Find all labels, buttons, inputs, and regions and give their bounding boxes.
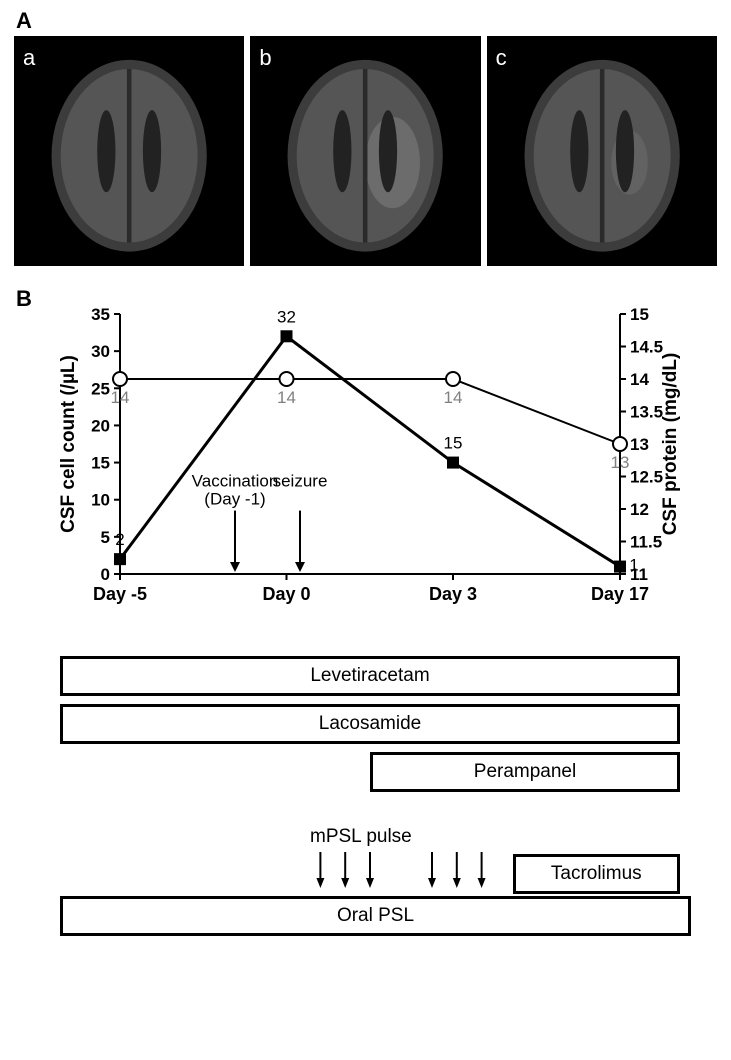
svg-text:CSF protein (mg/dL): CSF protein (mg/dL): [660, 353, 680, 536]
svg-text:13: 13: [611, 453, 630, 472]
svg-text:14: 14: [444, 388, 463, 407]
mri-row: a b c: [0, 0, 731, 274]
svg-text:14: 14: [277, 388, 296, 407]
svg-text:11.5: 11.5: [630, 533, 662, 552]
mri-label-c: c: [496, 45, 507, 71]
svg-text:35: 35: [91, 305, 110, 324]
oral-psl-bar: Oral PSL: [60, 896, 691, 936]
panel-a-label: A: [16, 8, 32, 34]
svg-text:CSF cell count (/µL): CSF cell count (/µL): [60, 355, 79, 533]
brain-icon: [488, 37, 716, 265]
svg-text:20: 20: [91, 417, 110, 436]
svg-text:Day 3: Day 3: [429, 584, 477, 604]
svg-text:Day -5: Day -5: [93, 584, 147, 604]
svg-text:13.5: 13.5: [630, 403, 663, 422]
svg-text:seizure: seizure: [273, 472, 328, 491]
treatment-bar: Perampanel: [370, 752, 680, 792]
svg-text:32: 32: [277, 308, 296, 327]
mri-c: c: [487, 36, 717, 266]
svg-text:14: 14: [111, 388, 130, 407]
mri-b: b: [250, 36, 480, 266]
svg-text:0: 0: [101, 565, 110, 584]
line-chart: 051015202530351111.51212.51313.51414.515…: [60, 294, 680, 634]
figure: A a b c: [0, 0, 731, 964]
svg-text:14: 14: [630, 370, 649, 389]
svg-text:14.5: 14.5: [630, 338, 663, 357]
svg-text:12: 12: [630, 500, 649, 519]
mri-label-b: b: [259, 45, 271, 71]
svg-text:12.5: 12.5: [630, 468, 663, 487]
svg-text:Vaccination: Vaccination: [192, 472, 279, 491]
mpsl-label: mPSL pulse: [310, 826, 412, 848]
brain-icon: [15, 37, 243, 265]
svg-text:Day 17: Day 17: [591, 584, 649, 604]
svg-text:10: 10: [91, 491, 110, 510]
svg-text:Day 0: Day 0: [262, 584, 310, 604]
svg-text:30: 30: [91, 342, 110, 361]
oral-psl-label: Oral PSL: [337, 905, 414, 927]
svg-text:5: 5: [101, 528, 110, 547]
svg-text:25: 25: [91, 380, 110, 399]
treatment-bar: Lacosamide: [60, 704, 680, 744]
brain-icon: [251, 37, 479, 265]
svg-text:2: 2: [115, 530, 124, 549]
tacrolimus-label: Tacrolimus: [551, 863, 642, 885]
svg-text:13: 13: [630, 435, 649, 454]
mri-a: a: [14, 36, 244, 266]
svg-text:15: 15: [630, 305, 649, 324]
svg-text:1: 1: [629, 556, 638, 575]
tacrolimus-bar: Tacrolimus: [513, 854, 680, 894]
svg-text:15: 15: [444, 434, 463, 453]
svg-text:15: 15: [91, 454, 110, 473]
treatment-bar: Levetiracetam: [60, 656, 680, 696]
treatment-bars: Levetiracetam Lacosamide Perampanel mPSL p…: [0, 644, 731, 964]
mri-label-a: a: [23, 45, 35, 71]
chart-container: 051015202530351111.51212.51313.51414.515…: [0, 274, 731, 644]
svg-text:(Day -1): (Day -1): [204, 490, 265, 509]
